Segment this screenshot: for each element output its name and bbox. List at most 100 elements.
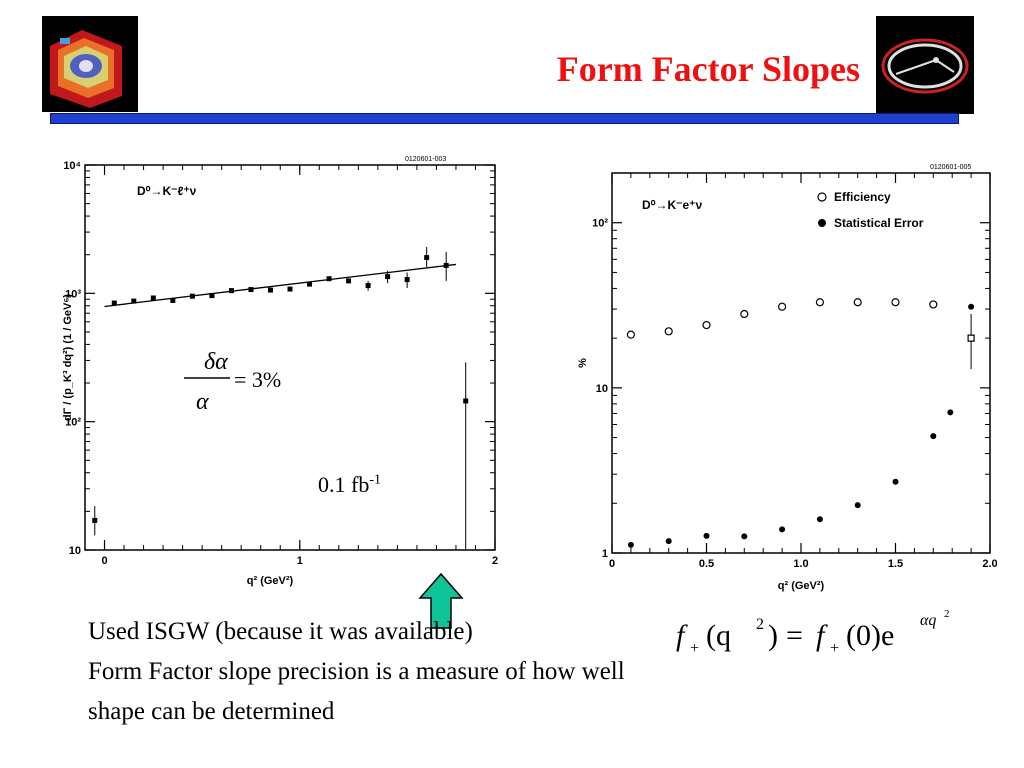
y-tick-label: 10 bbox=[69, 545, 81, 557]
statistical-error-point bbox=[892, 478, 899, 485]
data-point bbox=[248, 287, 254, 293]
data-point bbox=[92, 517, 98, 523]
data-point bbox=[267, 287, 273, 293]
left-chart-svg: 10 10² 10³ 10⁴ 0 1 2 0120601-003 D⁰→K⁻ℓ⁺ν q² (GeV… bbox=[62, 156, 498, 587]
data-point bbox=[189, 293, 195, 299]
x-tick-label: 0 bbox=[101, 555, 107, 567]
data-point bbox=[463, 398, 469, 404]
data-point bbox=[424, 255, 430, 261]
formula-arg-exp: 2 bbox=[756, 616, 764, 633]
formula-arg-open: (q bbox=[706, 619, 731, 652]
statistical-error-point bbox=[968, 303, 975, 310]
data-point bbox=[131, 298, 137, 304]
y-tick-label: 10 bbox=[596, 383, 608, 395]
luminosity-exponent: -1 bbox=[369, 472, 381, 488]
formula-f-left: f bbox=[676, 619, 688, 652]
efficiency-point bbox=[967, 334, 975, 342]
legend-marker-efficiency bbox=[817, 192, 827, 202]
title-underline-bar bbox=[50, 113, 959, 124]
left-chart-y-label: dΓ / (p_K³ dq²) (1 / GeV⁶) bbox=[62, 294, 74, 422]
luminosity-label: 0.1 fb-1 bbox=[318, 472, 381, 498]
x-tick-label: 1.0 bbox=[793, 558, 808, 570]
form-factor-formula: f + (q 2 ) = f + (0)e αq 2 bbox=[672, 605, 962, 665]
formula-rhs-exp: αq bbox=[920, 612, 936, 629]
right-chart-id-label: 0120601-005 bbox=[930, 164, 971, 171]
efficiency-point bbox=[778, 302, 787, 311]
data-point bbox=[404, 277, 410, 283]
formula-rhs-exp2: 2 bbox=[944, 608, 950, 620]
ring-logo-art bbox=[876, 16, 974, 114]
ring-logo bbox=[876, 16, 974, 114]
formula-arg-close: ) bbox=[768, 619, 778, 652]
x-tick-label: 2.0 bbox=[982, 558, 997, 570]
y-tick-label: 10⁴ bbox=[63, 160, 81, 172]
formula-plus-right: + bbox=[830, 640, 839, 657]
statistical-error-point bbox=[665, 538, 672, 545]
body-text-line-1: Used ISGW (because it was available) bbox=[88, 618, 473, 645]
right-chart-frame bbox=[611, 172, 991, 554]
formula-plus-left: + bbox=[690, 640, 699, 657]
frac-denominator: α bbox=[196, 389, 209, 415]
frac-rhs: = 3% bbox=[234, 367, 281, 392]
legend-label: Statistical Error bbox=[834, 216, 924, 230]
slide-title: Form Factor Slopes bbox=[556, 49, 860, 89]
right-chart-svg: 1 10 10² 0 0.5 1.0 1.5 2.0 0120601-005 D⁰→K⁻e⁺ν q²… bbox=[577, 164, 998, 592]
left-chart-id-label: 0120601-003 bbox=[405, 156, 446, 163]
x-tick-label: 0 bbox=[609, 558, 615, 570]
data-point bbox=[209, 293, 215, 299]
efficiency-point bbox=[815, 298, 824, 307]
detector-logo-art bbox=[42, 16, 138, 112]
efficiency-point bbox=[702, 320, 711, 330]
efficiency-point bbox=[740, 309, 749, 319]
body-text-line-3: shape can be determined bbox=[88, 698, 335, 725]
data-point bbox=[111, 300, 117, 306]
detector-logo bbox=[42, 16, 138, 112]
efficiency-point bbox=[626, 330, 636, 339]
statistical-error-point bbox=[779, 526, 786, 533]
legend-label: Efficiency bbox=[834, 190, 891, 204]
x-tick-label: 1 bbox=[297, 555, 303, 567]
y-tick-label: 10³ bbox=[65, 288, 81, 300]
efficiency-point bbox=[664, 327, 673, 336]
statistical-error-point bbox=[947, 409, 954, 416]
x-tick-label: 0.5 bbox=[699, 558, 714, 570]
left-chart-x-label: q² (GeV²) bbox=[247, 575, 294, 587]
data-point bbox=[385, 274, 391, 280]
formula-equals: = bbox=[786, 619, 803, 652]
statistical-error-point bbox=[854, 502, 861, 509]
data-point bbox=[326, 276, 332, 282]
data-point bbox=[307, 281, 313, 287]
x-tick-label: 2 bbox=[492, 555, 498, 567]
statistical-error-point bbox=[930, 433, 937, 440]
legend-marker-statistical-error bbox=[818, 219, 826, 227]
left-chart-process-label: D⁰→K⁻ℓ⁺ν bbox=[137, 184, 197, 198]
data-point bbox=[443, 262, 449, 268]
luminosity-value: 0.1 fb bbox=[318, 472, 370, 497]
body-text-line-2: Form Factor slope precision is a measure… bbox=[88, 658, 625, 685]
data-point bbox=[365, 283, 371, 289]
right-chart-x-label: q² (GeV²) bbox=[778, 580, 825, 592]
statistical-error-point bbox=[627, 541, 634, 548]
statistical-error-point bbox=[703, 532, 710, 539]
up-arrow-icon bbox=[418, 572, 464, 630]
right-chart-process-label: D⁰→K⁻e⁺ν bbox=[642, 198, 702, 212]
right-chart: 1 10 10² 0 0.5 1.0 1.5 2.0 0120601-005 D⁰→K⁻e⁺ν q²… bbox=[570, 155, 1000, 605]
statistical-error-point bbox=[741, 533, 748, 540]
efficiency-point bbox=[853, 298, 862, 307]
data-point bbox=[287, 286, 293, 292]
y-tick-label: 10² bbox=[65, 417, 81, 429]
left-chart: 10 10² 10³ 10⁴ 0 1 2 0120601-003 D⁰→K⁻ℓ⁺ν q² (GeV… bbox=[60, 145, 520, 600]
x-tick-label: 1.5 bbox=[888, 558, 903, 570]
right-chart-y-label: % bbox=[577, 358, 589, 368]
data-point bbox=[346, 278, 352, 284]
formula-rhs-zero: (0)e bbox=[846, 619, 894, 652]
data-point bbox=[150, 295, 156, 301]
efficiency-point bbox=[891, 298, 900, 307]
y-tick-label: 10² bbox=[592, 218, 608, 230]
slope-precision-annotation: δα α = 3% bbox=[180, 345, 320, 425]
formula-f-right: f bbox=[816, 619, 828, 652]
y-tick-label: 1 bbox=[602, 548, 608, 560]
efficiency-point bbox=[929, 300, 938, 309]
data-point bbox=[170, 297, 176, 303]
fit-line bbox=[104, 263, 457, 308]
